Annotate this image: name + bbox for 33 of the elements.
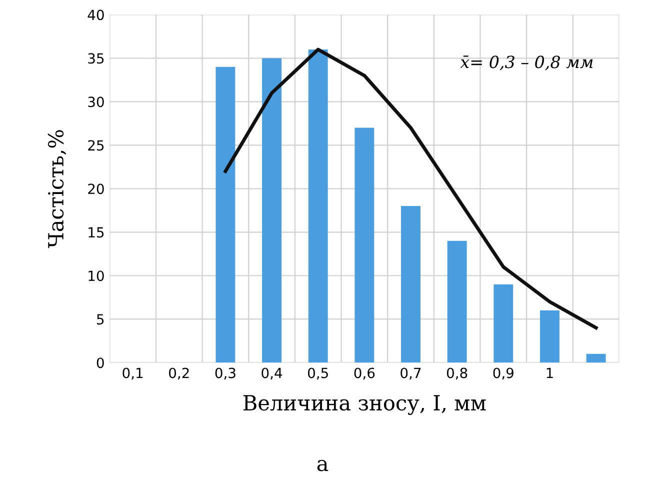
x-tick-label: 0,5	[308, 368, 328, 380]
x-tick-label: 0,8	[446, 368, 468, 380]
x-tick-label: 0,3	[215, 368, 236, 380]
line-series	[224, 48, 598, 330]
bar	[308, 49, 328, 363]
y-tick-label: 25	[88, 140, 104, 151]
x-tick-label: 0,7	[400, 368, 421, 380]
bar	[216, 66, 236, 363]
x-axis-title: Величина зносу, I, мм	[243, 395, 486, 415]
bar	[586, 354, 606, 363]
y-tick-label: 35	[88, 53, 104, 64]
bar	[354, 128, 374, 363]
bar	[401, 206, 420, 363]
x-tick-label: 1	[546, 368, 553, 378]
y-tick-label: 30	[88, 96, 104, 108]
y-tick-label: 5	[97, 314, 104, 325]
bar	[540, 310, 560, 363]
y-tick-label: 40	[88, 10, 104, 20]
x-tick-label: 0,1	[122, 368, 143, 380]
y-tick-label: 10	[88, 270, 104, 282]
text: а	[317, 460, 328, 472]
y-tick-label: 20	[88, 184, 104, 194]
x-tick-label: 0,6	[354, 368, 375, 380]
annotation: x̄= 0,3 – 0,8 мм	[460, 56, 593, 70]
bar	[262, 58, 282, 363]
y-tick-label: 0	[96, 358, 104, 368]
bar	[494, 284, 514, 363]
bar	[447, 240, 467, 363]
y-tick-label: 15	[88, 227, 104, 238]
y-axis-title: Частість,%	[48, 130, 66, 248]
x-tick-label: 0,9	[493, 368, 514, 380]
x-tick-label: 0,2	[169, 368, 189, 380]
x-tick-label: 0,4	[262, 368, 282, 380]
